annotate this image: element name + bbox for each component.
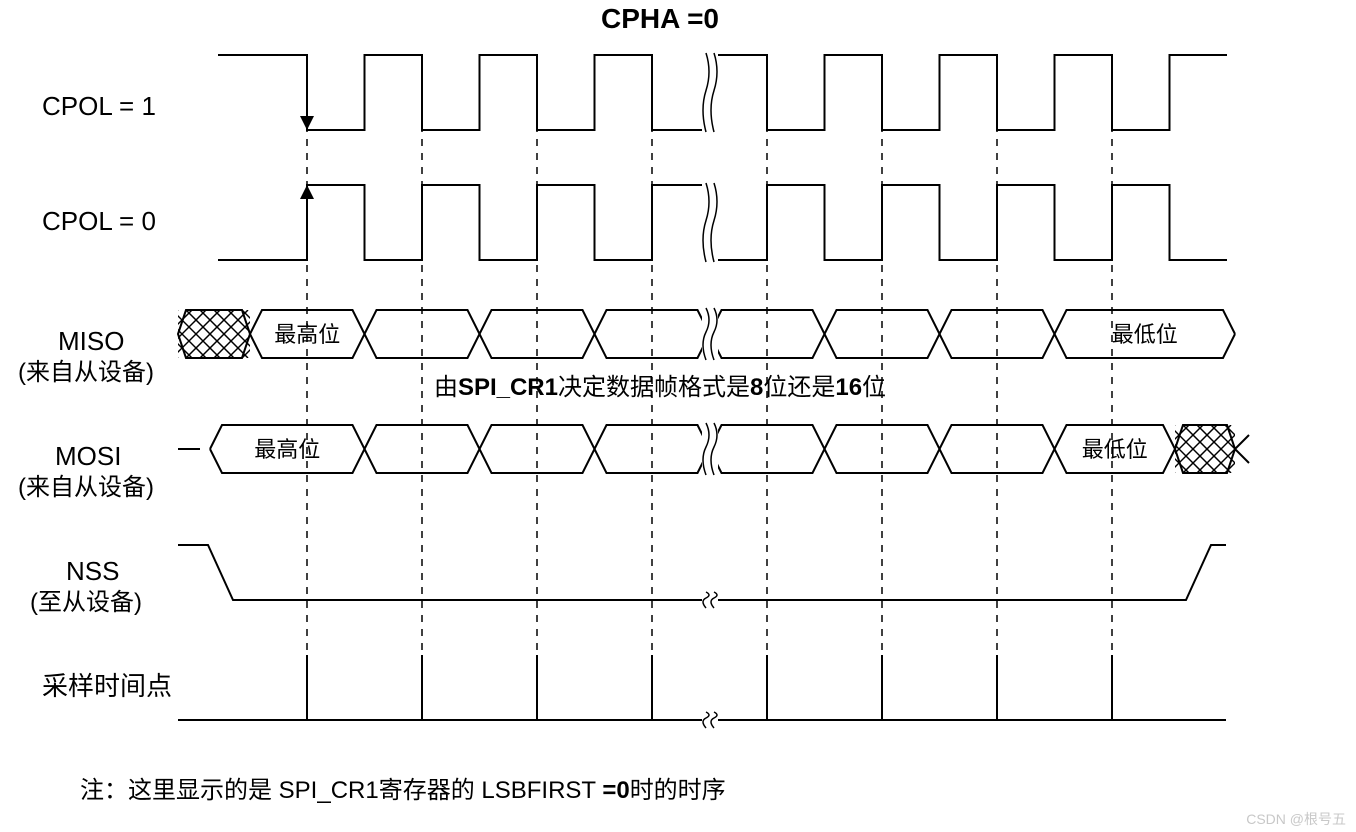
cpol0-arrow xyxy=(300,185,314,199)
cpol1-label: CPOL = 1 xyxy=(42,91,156,121)
mosi-msb: 最高位 xyxy=(254,437,320,462)
cpol1-wave xyxy=(218,55,1227,130)
miso-top xyxy=(250,310,1235,334)
miso-bot xyxy=(250,334,1235,358)
cpol0-wave xyxy=(218,185,1227,260)
mosi-sublabel: (来自从设备) xyxy=(18,474,154,501)
miso-lsb: 最低位 xyxy=(1112,322,1178,347)
watermark: CSDN @根号五 xyxy=(1246,811,1346,827)
sample-label: 采样时间点 xyxy=(42,671,172,701)
frame-format-note: 由SPI_CR1决定数据帧格式是8位还是16位 xyxy=(434,374,886,401)
mosi-tail xyxy=(1235,435,1249,463)
mosi-hatch xyxy=(1127,425,1329,473)
nss-wave xyxy=(178,545,1226,600)
title: CPHA =0 xyxy=(601,3,719,34)
mosi-lsb: 最低位 xyxy=(1082,437,1148,462)
mosi-label: MOSI xyxy=(55,441,121,471)
spi-timing-diagram: CPHA =0CPOL = 1CPOL = 0MISO(来自从设备)最高位最低位… xyxy=(0,0,1356,832)
footnote: 注：这里显示的是 SPI_CR1寄存器的 LSBFIRST =0时的时序 xyxy=(80,777,726,804)
mosi-bot xyxy=(210,449,1175,473)
cpol1-arrow xyxy=(300,116,314,130)
nss-label: NSS xyxy=(66,556,119,586)
miso-msb: 最高位 xyxy=(274,322,340,347)
miso-sublabel: (来自从设备) xyxy=(18,359,154,386)
miso-label: MISO xyxy=(58,326,124,356)
cpol0-label: CPOL = 0 xyxy=(42,206,156,236)
miso-hatch-outline xyxy=(178,310,250,358)
mosi-top xyxy=(210,425,1175,449)
nss-sublabel: (至从设备) xyxy=(30,589,142,616)
